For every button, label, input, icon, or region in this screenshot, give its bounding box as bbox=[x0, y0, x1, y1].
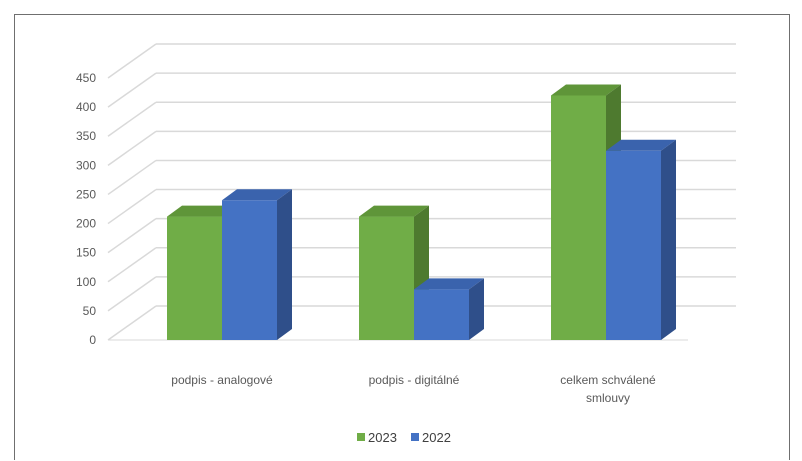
bar-top-2022-2 bbox=[606, 139, 676, 151]
gridline-depth bbox=[107, 305, 157, 341]
bar-2023-1 bbox=[359, 216, 414, 340]
y-tick-label: 100 bbox=[76, 275, 96, 289]
bar-top-2022-0 bbox=[222, 189, 292, 201]
bar-2022-0 bbox=[222, 200, 277, 340]
bar-2022-2 bbox=[606, 150, 661, 340]
y-tick-label: 0 bbox=[89, 333, 96, 347]
y-tick-label: 450 bbox=[76, 71, 96, 85]
bar-top-2022-1 bbox=[414, 278, 484, 290]
gridline-depth bbox=[107, 43, 157, 79]
bar-side-2022-1 bbox=[469, 278, 484, 340]
gridline-depth bbox=[107, 218, 157, 254]
y-tick-label: 50 bbox=[83, 304, 97, 318]
bar-2022-1 bbox=[414, 289, 469, 340]
bar-2023-2 bbox=[551, 95, 606, 340]
bar-top-2023-0 bbox=[167, 205, 237, 217]
y-tick-label: 400 bbox=[76, 100, 96, 114]
gridline-depth bbox=[107, 159, 157, 196]
y-tick-label: 150 bbox=[76, 246, 96, 260]
legend-swatch-2023 bbox=[357, 433, 365, 441]
y-tick-label: 300 bbox=[76, 158, 96, 172]
y-tick-label: 200 bbox=[76, 217, 96, 231]
legend-swatch-2022 bbox=[411, 433, 419, 441]
bar-2023-0 bbox=[167, 216, 222, 340]
bar-top-2023-1 bbox=[359, 205, 429, 217]
y-tick-label: 250 bbox=[76, 187, 96, 201]
gridline-depth bbox=[107, 130, 157, 166]
gridline-depth bbox=[107, 101, 157, 137]
legend-label: 2023 bbox=[368, 430, 397, 445]
gridline-depth bbox=[107, 72, 157, 108]
gridline-depth bbox=[107, 276, 157, 312]
gridline-depth bbox=[107, 188, 157, 225]
gridline-depth bbox=[107, 247, 157, 283]
x-tick-label: podpis - analogové bbox=[171, 373, 273, 387]
bar-top-2023-2 bbox=[551, 84, 621, 96]
x-tick-label: celkem schválené bbox=[560, 373, 656, 387]
legend-label: 2022 bbox=[422, 430, 451, 445]
bar-side-2022-2 bbox=[661, 139, 676, 340]
y-tick-label: 350 bbox=[76, 129, 96, 143]
x-tick-label: smlouvy bbox=[586, 391, 630, 405]
bar-side-2022-0 bbox=[277, 189, 292, 340]
x-tick-label: podpis - digitálné bbox=[369, 373, 460, 387]
